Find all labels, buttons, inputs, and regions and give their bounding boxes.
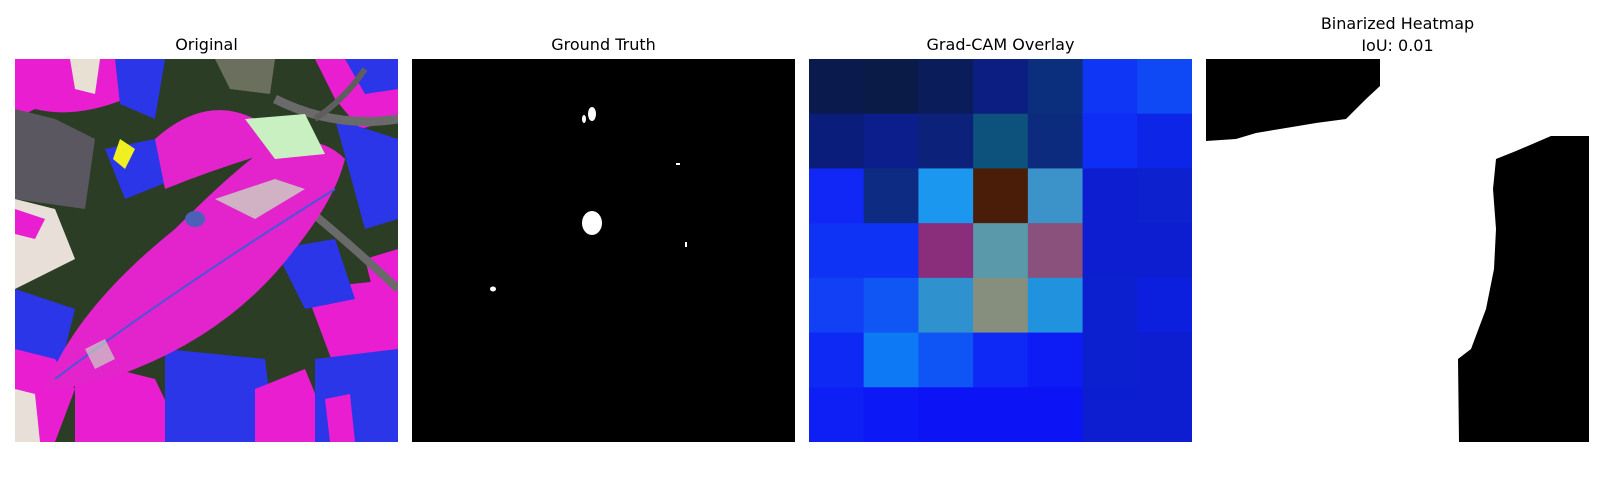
gradcam-cell [973,168,1029,224]
binarized-heatmap-panel: Binarized Heatmap IoU: 0.01 [1206,0,1589,445]
gradcam-cell [1027,113,1084,169]
gradcam-overlay-title: Grad-CAM Overlay [926,35,1075,54]
gradcam-cell [918,332,974,388]
original-panel: Original [15,0,398,445]
gradcam-cell [973,113,1029,169]
gradcam-overlay-panel: Grad-CAM Overlay [809,0,1192,445]
gradcam-cell [809,113,865,169]
gradcam-cell [863,168,919,224]
gradcam-cell [1082,332,1138,388]
gradcam-cell [973,387,1029,442]
original-title: Original [175,35,238,54]
gradcam-cell [809,59,865,115]
gradcam-cell [1082,59,1138,115]
gradcam-cell [809,277,865,334]
ground-truth-mask [412,59,795,442]
binarized-heatmap-mask [1206,59,1589,442]
ground-truth-title: Ground Truth [551,35,656,54]
gradcam-cell [863,387,919,442]
gradcam-cell [973,277,1029,334]
gradcam-cell [863,277,919,334]
binarized-heatmap-title: Binarized Heatmap [1320,14,1475,33]
iou-score-label: IoU: 0.01 [1361,36,1434,55]
gradcam-cell [1082,113,1138,169]
gradcam-cell [1082,223,1138,279]
gradcam-cell [1082,168,1138,224]
gradcam-overlay-heatmap [809,59,1192,442]
gradcam-cell [1137,168,1192,224]
gradcam-cell [809,332,865,388]
gradcam-cell [1027,332,1084,388]
gradcam-cell [918,223,974,279]
gradcam-cell [1082,387,1138,442]
gradcam-cell [809,387,865,442]
gradcam-cell [1027,277,1084,334]
gradcam-cell [973,59,1029,115]
gradcam-cell [918,387,974,442]
gradcam-cell [809,168,865,224]
gradcam-cell [1027,387,1084,442]
gradcam-cell [1082,277,1138,334]
gradcam-cell [1027,59,1084,115]
gradcam-cell [918,277,974,334]
gradcam-cell [1137,332,1192,388]
gradcam-cell [973,332,1029,388]
gradcam-cell [1027,223,1084,279]
gradcam-cell [863,332,919,388]
original-image [15,59,398,442]
gradcam-cell [863,59,919,115]
gradcam-cell [1137,223,1192,279]
gradcam-cell [918,113,974,169]
gradcam-cell [809,223,865,279]
gradcam-cell [918,168,974,224]
gradcam-cell [863,223,919,279]
gradcam-cell [918,59,974,115]
ground-truth-panel: Ground Truth [412,0,795,445]
gradcam-cell [863,113,919,169]
gradcam-cell [973,223,1029,279]
gradcam-cell [1137,277,1192,334]
gradcam-cell [1137,387,1192,442]
gradcam-cell [1137,113,1192,169]
gradcam-cell [1137,59,1192,115]
gradcam-cell [1027,168,1084,224]
